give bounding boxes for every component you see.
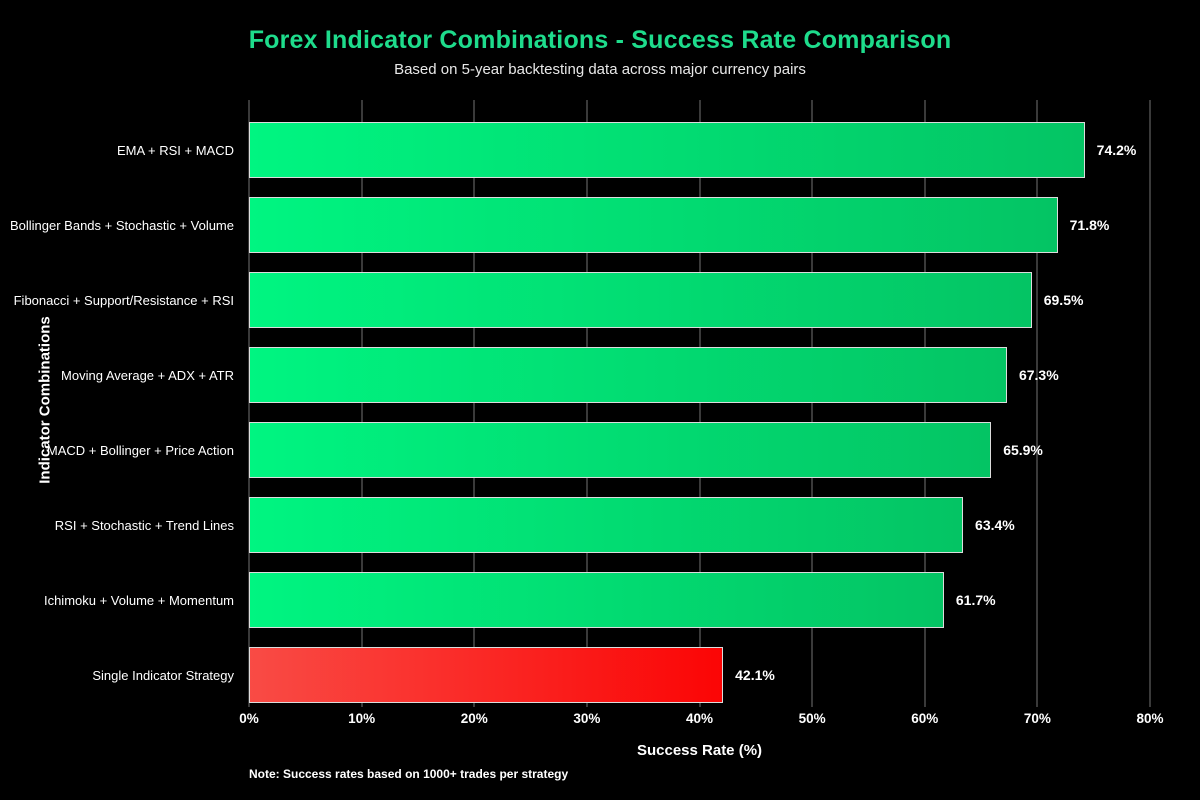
bar-value-label: 42.1% bbox=[735, 667, 775, 683]
bar-green bbox=[249, 272, 1032, 328]
x-tick-label: 10% bbox=[348, 711, 376, 726]
plot-area: Success Rate (%) Note: Success rates bas… bbox=[239, 100, 1188, 781]
x-tick-label: 0% bbox=[239, 711, 259, 726]
bar-value-label: 63.4% bbox=[975, 517, 1015, 533]
gridline-40 bbox=[698, 100, 701, 707]
category-label: MACD + Bollinger + Price Action bbox=[46, 442, 234, 458]
gridline-80 bbox=[1149, 100, 1151, 707]
chart-title: Forex Indicator Combinations - Success R… bbox=[248, 26, 952, 54]
category-label: Single Indicator Strategy bbox=[92, 667, 234, 683]
x-tick-label: 20% bbox=[460, 711, 488, 726]
y-axis-category-labels: EMA + RSI + MACD Bollinger Bands + Stocha… bbox=[0, 100, 241, 707]
bar-value-label: 69.5% bbox=[1043, 292, 1084, 308]
bar-green bbox=[249, 572, 944, 628]
gridline-20 bbox=[473, 100, 476, 707]
category-label: Fibonacci + Support/Resistance + RSI bbox=[13, 292, 234, 308]
bar-value-label: 61.7% bbox=[955, 592, 996, 608]
bar-red bbox=[249, 647, 724, 703]
category-label: Moving Average + ADX + ATR bbox=[61, 367, 234, 383]
x-tick-label: 40% bbox=[685, 711, 714, 726]
bar-value-label: 74.2% bbox=[1096, 142, 1137, 158]
x-tick-label: 30% bbox=[573, 711, 601, 726]
gridline-30 bbox=[585, 100, 588, 707]
bar-value-label: 67.3% bbox=[1018, 367, 1059, 383]
chart-subtitle: Based on 5-year backtesting data across … bbox=[394, 61, 806, 78]
gridline-70 bbox=[1036, 100, 1039, 707]
x-tick-label: 60% bbox=[911, 711, 939, 726]
bar-value-label: 71.8% bbox=[1069, 217, 1110, 233]
category-label: EMA + RSI + MACD bbox=[116, 142, 234, 158]
category-label: RSI + Stochastic + Trend Lines bbox=[54, 517, 234, 533]
bar-green bbox=[249, 197, 1058, 253]
gridline-0 bbox=[248, 100, 250, 707]
x-tick-label: 50% bbox=[798, 711, 826, 726]
gridline-60 bbox=[923, 100, 926, 707]
bar-green bbox=[249, 422, 992, 478]
x-axis-title: Success Rate (%) bbox=[636, 742, 763, 759]
category-label: Ichimoku + Volume + Momentum bbox=[43, 592, 234, 608]
footnote: Note: Success rates based on 1000+ trade… bbox=[249, 767, 569, 781]
bar-green bbox=[249, 497, 964, 553]
bar-value-label: 65.9% bbox=[1003, 442, 1043, 458]
x-tick-label: 80% bbox=[1136, 711, 1164, 726]
bar-green bbox=[249, 122, 1085, 178]
category-label: Bollinger Bands + Stochastic + Volume bbox=[9, 217, 234, 233]
gridline-50 bbox=[811, 100, 814, 707]
gridline-10 bbox=[360, 100, 363, 707]
x-tick-label: 70% bbox=[1023, 711, 1051, 726]
bar-green bbox=[249, 347, 1007, 403]
